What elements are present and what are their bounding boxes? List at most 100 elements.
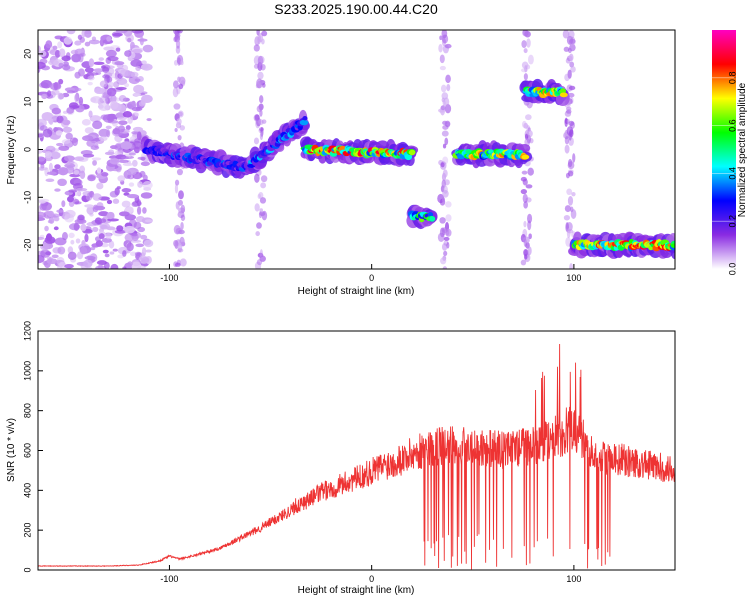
heatmap-noise-cell bbox=[132, 48, 143, 54]
heatmap-noise-cell bbox=[131, 233, 138, 237]
heatmap-noise-cell bbox=[128, 152, 136, 156]
heatmap-noise-cell bbox=[75, 187, 88, 192]
heatmap-noise-cell bbox=[98, 136, 108, 142]
heatmap-streak-cell bbox=[441, 179, 446, 189]
heatmap-noise-cell bbox=[137, 181, 143, 188]
heatmap-noise-cell bbox=[61, 200, 66, 208]
heatmap-noise-cell bbox=[107, 56, 119, 62]
heatmap-noise-cell bbox=[87, 81, 93, 86]
heatmap-noise-cell bbox=[73, 170, 80, 175]
heatmap-noise-cell bbox=[131, 130, 141, 135]
heatmap-noise-cell bbox=[93, 205, 106, 211]
heatmap-streak-cell bbox=[562, 30, 570, 39]
heatmap-noise-cell bbox=[90, 145, 100, 150]
heatmap-noise-cell bbox=[107, 218, 120, 222]
heatmap-streak-cell bbox=[564, 110, 572, 117]
heatmap-noise-cell bbox=[51, 107, 62, 115]
heatmap-streak-cell bbox=[442, 226, 448, 234]
heatmap-noise-cell bbox=[48, 59, 59, 66]
heatmap-noise-cell bbox=[62, 64, 71, 71]
heatmap-noise-cell bbox=[87, 75, 95, 81]
heatmap-noise-cell bbox=[54, 35, 63, 40]
heatmap-streak-cell bbox=[178, 190, 184, 200]
heatmap-noise-cell bbox=[116, 186, 121, 190]
heatmap-noise-cell bbox=[109, 251, 115, 255]
heatmap-noise-cell bbox=[83, 259, 93, 268]
heatmap-streak-cell bbox=[520, 68, 528, 73]
heatmap-noise-cell bbox=[90, 96, 103, 104]
heatmap-noise-cell bbox=[70, 239, 75, 245]
heatmap-noise-cell bbox=[108, 240, 115, 249]
heatmap-streak-cell bbox=[174, 32, 181, 39]
spectrogram-y-tick-label: 0 bbox=[22, 147, 32, 152]
heatmap-noise-cell bbox=[127, 261, 133, 267]
heatmap-streak-cell bbox=[567, 161, 575, 170]
heatmap-streak-cell bbox=[255, 231, 260, 237]
heatmap-noise-cell bbox=[137, 226, 146, 233]
heatmap-noise-cell bbox=[58, 93, 65, 100]
heatmap-streak-cell bbox=[446, 242, 450, 249]
heatmap-noise-cell bbox=[38, 118, 47, 128]
heatmap-noise-cell bbox=[142, 207, 147, 214]
heatmap-noise-cell bbox=[78, 96, 84, 106]
heatmap-noise-cell bbox=[66, 30, 76, 35]
heatmap-streak-cell bbox=[440, 84, 447, 93]
heatmap-noise-cell bbox=[122, 250, 127, 257]
heatmap-streak-cell bbox=[569, 263, 574, 269]
heatmap-noise-cell bbox=[40, 243, 50, 251]
heatmap-noise-cell bbox=[104, 253, 110, 258]
heatmap-noise-cell bbox=[140, 257, 150, 264]
heatmap-noise-cell bbox=[84, 127, 94, 134]
heatmap-noise-cell bbox=[118, 120, 128, 126]
heatmap-streak-cell bbox=[177, 110, 184, 118]
heatmap-streak-cell bbox=[566, 188, 573, 196]
heatmap-noise-cell bbox=[58, 48, 66, 58]
heatmap-streak-cell bbox=[525, 114, 532, 121]
heatmap-streak-cell bbox=[569, 43, 576, 52]
heatmap-streak-cell bbox=[445, 74, 451, 84]
heatmap-noise-cell bbox=[94, 217, 102, 225]
heatmap-streak-cell bbox=[570, 66, 576, 73]
heatmap-noise-cell bbox=[109, 158, 120, 165]
heatmap-noise-cell bbox=[66, 90, 75, 94]
heatmap-noise-cell bbox=[67, 195, 74, 203]
heatmap-track-cell bbox=[521, 154, 530, 160]
heatmap-track-cell bbox=[302, 116, 308, 121]
heatmap-noise-cell bbox=[124, 225, 136, 234]
heatmap-noise-cell bbox=[132, 126, 144, 132]
heatmap-streak-cell bbox=[172, 87, 179, 98]
heatmap-streak-cell bbox=[442, 266, 448, 269]
heatmap-noise-cell bbox=[105, 49, 117, 58]
heatmap-streak-cell bbox=[520, 189, 528, 195]
heatmap-noise-cell bbox=[56, 209, 64, 213]
heatmap-noise-cell bbox=[50, 115, 58, 121]
colorbar-tick-label: 0.0 bbox=[727, 263, 737, 276]
heatmap-noise-cell bbox=[80, 223, 87, 232]
heatmap-noise-cell bbox=[66, 107, 75, 114]
heatmap-noise-cell bbox=[135, 106, 141, 111]
heatmap-noise-cell bbox=[40, 249, 51, 258]
heatmap-noise-cell bbox=[126, 193, 139, 199]
heatmap-noise-cell bbox=[112, 198, 120, 204]
heatmap-noise-cell bbox=[47, 210, 54, 218]
spectrogram-y-axis-label: Frequency (Hz) bbox=[6, 116, 17, 185]
heatmap-noise-cell bbox=[140, 157, 146, 161]
heatmap-noise-cell bbox=[134, 112, 139, 117]
snr-y-tick-label: 1200 bbox=[22, 321, 32, 341]
heatmap-streak-cell bbox=[439, 54, 445, 64]
heatmap-noise-cell bbox=[131, 100, 136, 106]
heatmap-noise-cell bbox=[121, 200, 131, 208]
heatmap-noise-cell bbox=[70, 49, 79, 55]
heatmap-noise-cell bbox=[112, 248, 118, 252]
heatmap-noise-cell bbox=[84, 204, 94, 208]
colorbar-tick-label: 0.6 bbox=[727, 119, 737, 132]
heatmap-streak-cell bbox=[439, 65, 446, 71]
heatmap-noise-cell bbox=[99, 218, 107, 223]
heatmap-noise-cell bbox=[91, 157, 102, 161]
heatmap-noise-cell bbox=[121, 188, 132, 193]
heatmap-noise-cell bbox=[142, 180, 153, 190]
heatmap-noise-cell bbox=[54, 164, 61, 170]
heatmap-streak-cell bbox=[180, 60, 184, 66]
heatmap-noise-cell bbox=[44, 151, 52, 159]
colorbar-label: Normalized spectral amplitude bbox=[737, 82, 748, 217]
